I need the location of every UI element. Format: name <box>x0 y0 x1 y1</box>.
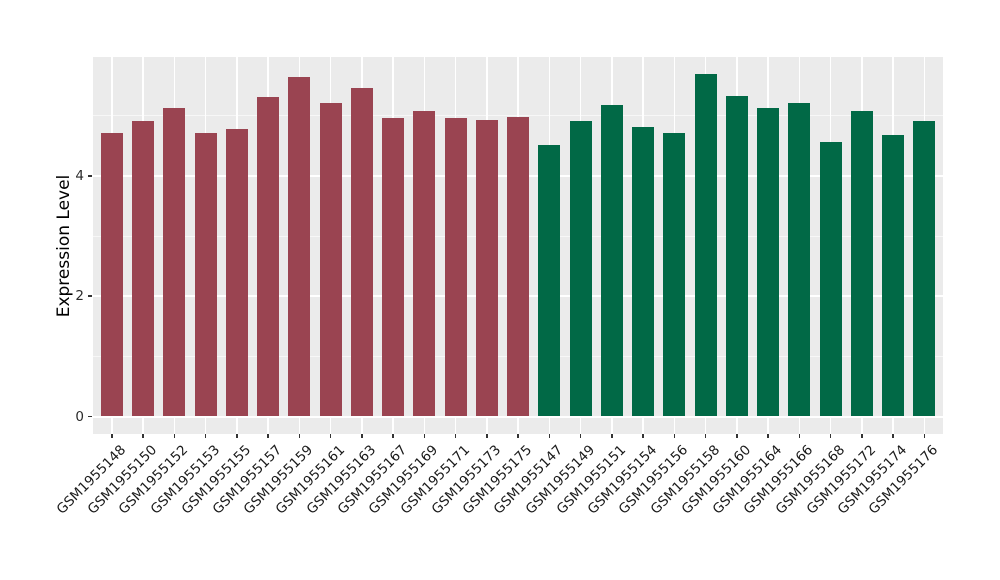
x-tick-mark <box>673 434 675 438</box>
bar-GSM1955166 <box>788 102 811 417</box>
bar-GSM1955169 <box>413 110 436 417</box>
x-tick-mark <box>486 434 488 438</box>
x-tick-mark <box>142 434 144 438</box>
x-tick-mark <box>704 434 707 438</box>
x-tick-mark <box>329 434 332 438</box>
bar-GSM1955173 <box>475 119 498 417</box>
y-tick-mark <box>88 175 92 177</box>
x-tick-mark <box>267 434 269 438</box>
bar-GSM1955156 <box>663 132 686 417</box>
bar-GSM1955161 <box>319 102 342 417</box>
y-tick-label: 2 <box>75 288 84 305</box>
bar-GSM1955159 <box>288 76 311 417</box>
bar-GSM1955168 <box>819 141 842 417</box>
y-tick-mark <box>88 415 92 418</box>
x-tick-mark <box>736 434 738 438</box>
bar-GSM1955163 <box>350 88 373 417</box>
x-tick-mark <box>861 434 863 438</box>
bar-GSM1955171 <box>444 118 467 417</box>
y-tick-label: 0 <box>75 408 84 425</box>
x-tick-mark <box>611 434 613 438</box>
x-tick-mark <box>111 434 113 438</box>
bar-GSM1955151 <box>600 104 623 417</box>
x-tick-mark <box>454 434 457 438</box>
y-tick-label: 4 <box>75 167 84 184</box>
x-tick-mark <box>548 434 550 438</box>
x-tick-mark <box>361 434 363 438</box>
x-tick-mark <box>392 434 394 438</box>
bar-GSM1955153 <box>194 132 217 417</box>
x-tick-mark <box>829 434 832 438</box>
x-tick-mark <box>892 434 894 438</box>
x-tick-mark <box>798 434 800 438</box>
bar-GSM1955175 <box>507 116 529 417</box>
bar-GSM1955152 <box>163 107 186 417</box>
x-tick-mark <box>298 434 300 438</box>
y-tick-mark <box>88 295 92 297</box>
x-tick-mark <box>236 434 238 438</box>
bar-GSM1955172 <box>850 110 873 417</box>
bar-GSM1955164 <box>757 107 779 417</box>
bar-GSM1955176 <box>913 120 936 417</box>
bar-GSM1955150 <box>132 121 154 417</box>
bar-GSM1955157 <box>257 96 279 417</box>
x-tick-mark <box>423 434 425 438</box>
x-tick-mark <box>173 434 175 438</box>
x-tick-mark <box>204 434 207 438</box>
bar-GSM1955155 <box>225 128 248 417</box>
bar-GSM1955174 <box>882 134 904 417</box>
bar-GSM1955149 <box>569 120 592 417</box>
x-tick-mark <box>923 434 925 438</box>
plot-panel <box>93 57 943 434</box>
x-tick-mark <box>767 434 769 438</box>
x-tick-mark <box>642 434 644 438</box>
bar-GSM1955167 <box>382 117 404 417</box>
bar-GSM1955158 <box>694 73 717 417</box>
x-tick-mark <box>579 434 582 438</box>
bar-GSM1955160 <box>725 95 748 417</box>
x-tick-mark <box>517 434 519 438</box>
bar-GSM1955148 <box>100 132 123 417</box>
bar-GSM1955147 <box>538 145 561 417</box>
bar-GSM1955154 <box>632 127 654 417</box>
